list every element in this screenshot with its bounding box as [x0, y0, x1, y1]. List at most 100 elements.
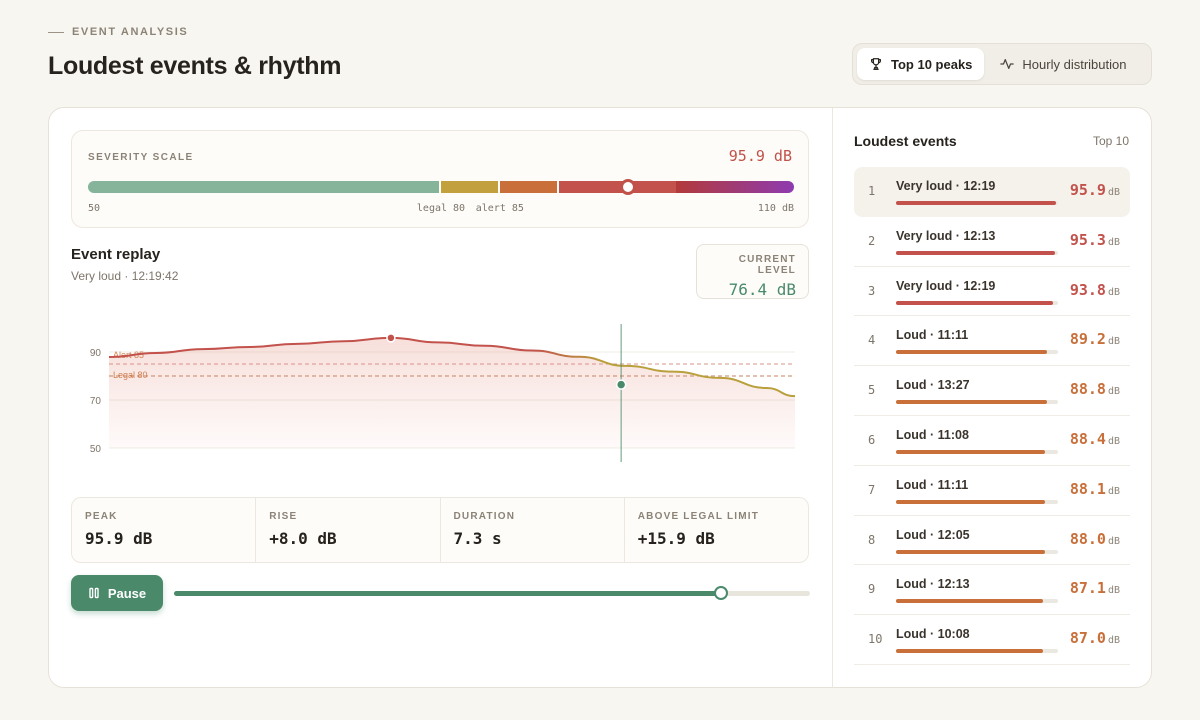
event-db: 95.3 dB: [1070, 231, 1120, 249]
event-row[interactable]: 2 Very loud · 12:13 95.3 dB: [854, 217, 1130, 267]
event-db-unit: dB: [1107, 535, 1120, 547]
event-row[interactable]: 10 Loud · 10:08 87.0 dB: [854, 615, 1130, 665]
event-rank: 9: [868, 582, 876, 597]
event-row[interactable]: 3 Very loud · 12:19 93.8 dB: [854, 267, 1130, 317]
area-fill: [109, 337, 795, 448]
stat-peak: PEAK 95.9 dB: [72, 498, 257, 562]
event-db: 88.8 dB: [1070, 380, 1120, 398]
y-tick-label: 50: [90, 444, 102, 455]
event-level-bar: [896, 201, 1058, 205]
severity-tick-label: alert 85: [475, 203, 524, 214]
event-level-fill: [896, 400, 1047, 405]
event-row[interactable]: 8 Loud · 12:05 88.0 dB: [854, 516, 1130, 566]
stat-label: PEAK: [85, 511, 118, 522]
event-row[interactable]: 6 Loud · 11:08 88.4 dB: [854, 416, 1130, 466]
event-level-fill: [896, 449, 1046, 454]
event-db: 95.9 dB: [1070, 181, 1120, 199]
event-label: Very loud · 12:13: [896, 228, 996, 243]
stat-above-legal: ABOVE LEGAL LIMIT +15.9 dB: [625, 498, 808, 562]
event-db: 87.0 dB: [1070, 629, 1120, 647]
events-panel-title: Loudest events: [854, 133, 957, 149]
event-db: 88.4 dB: [1070, 430, 1120, 448]
event-row[interactable]: 1 Very loud · 12:19 95.9 dB: [854, 167, 1130, 217]
tab-top-10-peaks[interactable]: Top 10 peaks: [857, 48, 985, 80]
event-db-value: 93.8: [1069, 280, 1106, 299]
severity-segment: [558, 181, 677, 193]
eyebrow-dash: [48, 31, 64, 33]
event-db-unit: dB: [1107, 435, 1120, 447]
severity-segment: [676, 181, 794, 193]
stat-label: DURATION: [453, 511, 516, 522]
event-db-value: 89.2: [1069, 330, 1106, 349]
event-db-unit: dB: [1107, 336, 1120, 348]
event-db: 88.1 dB: [1070, 480, 1120, 498]
pause-button[interactable]: Pause: [71, 575, 163, 611]
event-label: Loud · 13:27: [896, 378, 970, 393]
peak-point: [386, 333, 396, 343]
events-list: 1 Very loud · 12:19 95.9 dB 2 Very loud · 12:…: [854, 167, 1130, 665]
event-level-fill: [896, 201, 1057, 205]
event-db-value: 95.3: [1069, 230, 1106, 249]
severity-value: 95.9 dB: [728, 147, 792, 165]
scrubber-fill: [174, 591, 721, 596]
event-db-unit: dB: [1107, 187, 1120, 198]
current-level-label: CURRENT LEVEL: [738, 254, 796, 276]
scrubber-handle[interactable]: [713, 586, 728, 600]
stat-value: 7.3 s: [453, 529, 502, 548]
event-db: 93.8 dB: [1070, 281, 1120, 299]
stat-value: +15.9 dB: [637, 529, 715, 548]
stat-label: ABOVE LEGAL LIMIT: [637, 511, 760, 522]
event-row[interactable]: 9 Loud · 12:13 87.1 dB: [854, 565, 1130, 616]
event-level-fill: [896, 350, 1047, 355]
event-label: Loud · 11:11: [896, 477, 969, 492]
stat-label: RISE: [269, 511, 298, 522]
event-db-unit: dB: [1107, 585, 1120, 597]
event-rank: 8: [868, 532, 876, 547]
event-row[interactable]: 4 Loud · 11:11 89.2 dB: [854, 316, 1130, 367]
event-level-fill: [896, 649, 1044, 654]
event-level-fill: [896, 250, 1055, 255]
event-db-value: 88.4: [1069, 429, 1106, 448]
eyebrow: EVENT ANALYSIS: [48, 26, 188, 38]
event-rank: 7: [868, 482, 876, 497]
event-db: 88.0 dB: [1070, 530, 1120, 548]
tab-label: Top 10 peaks: [891, 56, 973, 72]
event-rank: 5: [868, 383, 876, 398]
current-level: CURRENT LEVEL 76.4 dB: [696, 244, 809, 299]
tab-label: Hourly distribution: [1022, 56, 1127, 72]
event-rank: 6: [868, 432, 876, 447]
event-level-bar: [896, 449, 1058, 454]
analysis-card: SEVERITY SCALE 95.9 dB 50 legal 80 alert 8…: [48, 107, 1152, 688]
event-label: Loud · 12:13: [896, 577, 970, 592]
event-rank: 10: [868, 632, 883, 647]
event-db-value: 88.0: [1069, 529, 1106, 548]
view-tabs: Top 10 peaks Hourly distribution: [852, 43, 1152, 85]
playback-scrubber[interactable]: [174, 586, 810, 600]
event-row[interactable]: 5 Loud · 13:27 88.8 dB: [854, 366, 1130, 416]
event-label: Loud · 12:05: [896, 527, 970, 542]
event-level-fill: [896, 549, 1046, 554]
playhead-point: [615, 379, 627, 390]
y-tick-label: 90: [90, 348, 102, 359]
replay-title: Event replay: [71, 246, 161, 263]
event-rank: 3: [868, 283, 876, 298]
severity-segment: [499, 181, 557, 193]
tab-hourly-distribution[interactable]: Hourly distribution: [988, 48, 1138, 80]
event-db-value: 87.1: [1069, 579, 1106, 598]
event-level-bar: [896, 250, 1058, 255]
replay-subtitle: Very loud · 12:19:42: [71, 269, 179, 283]
severity-segment: [88, 181, 439, 193]
event-level-bar: [896, 649, 1058, 654]
event-level-bar: [896, 400, 1058, 405]
event-db-value: 88.8: [1069, 380, 1106, 399]
pause-icon: [89, 587, 99, 599]
severity-tick-label: 110 dB: [757, 203, 794, 214]
series-line: [108, 336, 796, 398]
activity-icon: [1000, 59, 1015, 69]
event-row[interactable]: 7 Loud · 11:11 88.1 dB: [854, 466, 1130, 516]
event-level-fill: [896, 599, 1044, 604]
event-label: Very loud · 12:19: [896, 179, 996, 193]
y-tick-label: 70: [90, 396, 102, 407]
stat-duration: DURATION 7.3 s: [441, 498, 625, 562]
